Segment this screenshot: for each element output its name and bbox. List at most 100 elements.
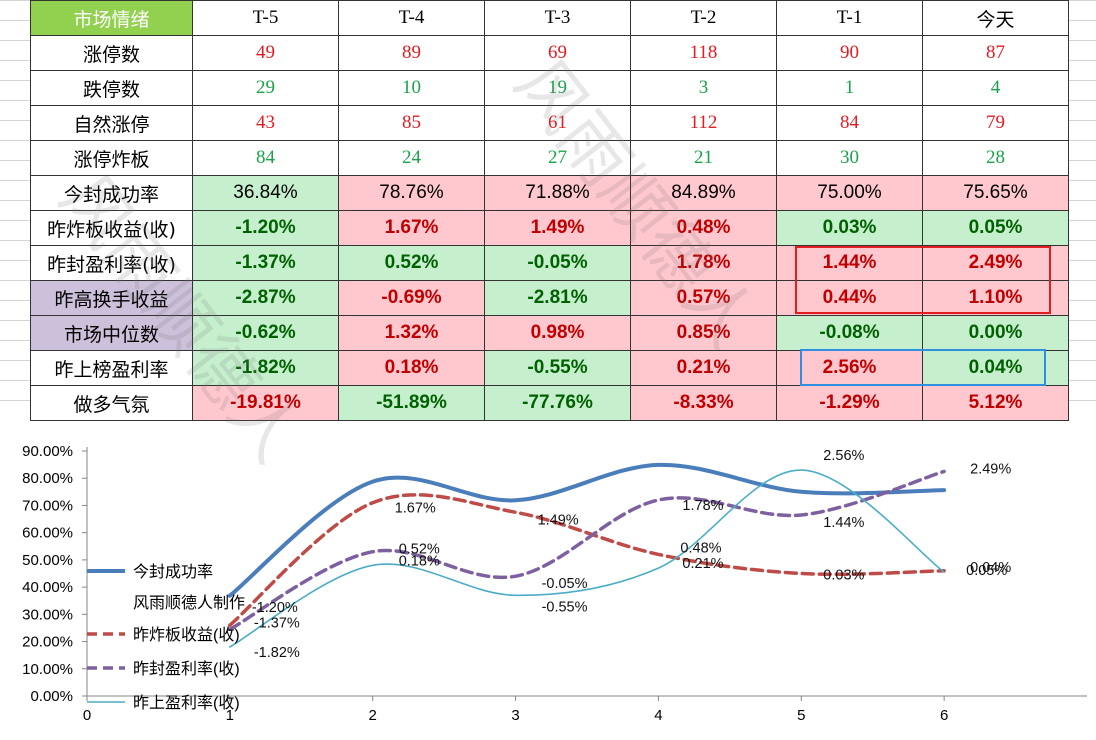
data-label: -1.20% (252, 600, 298, 616)
table-cell: 61 (484, 105, 631, 141)
table-cell: 75.00% (776, 175, 923, 211)
table-cell: -2.87% (192, 280, 339, 316)
table-cell: -1.20% (192, 210, 339, 246)
series-line-0 (227, 462, 947, 598)
table-cell: -0.62% (192, 315, 339, 351)
column-header: T-5 (192, 0, 339, 36)
table-row: 今封成功率 36.84% 78.76% 71.88% 84.89% 75.00% 75.65… (30, 175, 1069, 211)
table-cell: -77.76% (484, 385, 631, 421)
chart-annotation: 风雨顺德人制作 (133, 594, 245, 612)
data-label: 0.48% (680, 540, 721, 556)
table-row: 涨停炸板 84 24 27 21 30 28 (30, 140, 1069, 176)
y-tick-label: 20.00% (22, 634, 73, 651)
table-header-row: 市场情绪 T-5 T-4 T-3 T-2 T-1 今天 (30, 0, 1069, 36)
table-row: 跌停数 29 10 19 3 1 4 (30, 70, 1069, 106)
table-cell: 0.04% (922, 350, 1069, 386)
data-label: -1.37% (254, 615, 300, 631)
table-cell: 0.44% (776, 280, 923, 316)
table-cell: 84 (192, 140, 339, 176)
table-cell: 36.84% (192, 175, 339, 211)
table-cell: -0.05% (484, 245, 631, 281)
column-header: T-4 (338, 0, 485, 36)
table-cell: 0.18% (338, 350, 485, 386)
table-cell: 89 (338, 35, 485, 71)
series-line-2 (228, 469, 946, 632)
data-label: 1.67% (395, 501, 436, 517)
legend-entry: 今封成功率 (133, 563, 213, 581)
table-cell: 28 (922, 140, 1069, 176)
table-cell: -0.08% (776, 315, 923, 351)
table-cell: 0.98% (484, 315, 631, 351)
table-cell: 71.88% (484, 175, 631, 211)
data-label: -1.82% (254, 645, 300, 661)
table-cell: 10 (338, 70, 485, 106)
data-label: 0.04% (970, 560, 1011, 576)
row-label: 跌停数 (30, 70, 193, 106)
y-tick-label: 50.00% (22, 552, 73, 569)
legend-entry: 昨封盈利率(收) (133, 660, 240, 678)
table-cell: 75.65% (922, 175, 1069, 211)
data-label: 1.78% (682, 498, 723, 514)
x-tick-label: 2 (369, 707, 377, 724)
table-cell: 1 (776, 70, 923, 106)
table-title-cell: 市场情绪 (30, 0, 193, 36)
column-header: T-1 (776, 0, 923, 36)
table-cell: 84 (776, 105, 923, 141)
table-cell: 0.21% (630, 350, 777, 386)
x-tick-label: 4 (654, 707, 662, 724)
table-cell: 69 (484, 35, 631, 71)
table-cell: -8.33% (630, 385, 777, 421)
table-cell: 24 (338, 140, 485, 176)
series-line-1 (228, 493, 946, 627)
row-label: 涨停数 (30, 35, 193, 71)
table-cell: 78.76% (338, 175, 485, 211)
y-tick-label: 60.00% (22, 525, 73, 542)
table-cell: 21 (630, 140, 777, 176)
legend-entry: 昨上盈利率(收) (133, 694, 240, 712)
table-row: 昨上榜盈利率 -1.82% 0.18% -0.55% 0.21% 2.56% 0.04% (30, 350, 1069, 386)
table-row: 涨停数 49 89 69 118 90 87 (30, 35, 1069, 71)
data-label: 0.52% (399, 542, 440, 558)
table-cell: 0.85% (630, 315, 777, 351)
table-cell: -19.81% (192, 385, 339, 421)
table-cell: 1.49% (484, 210, 631, 246)
table-row: 自然涨停 43 85 61 112 84 79 (30, 105, 1069, 141)
table-row: 市场中位数 -0.62% 1.32% 0.98% 0.85% -0.08% 0.00% (30, 315, 1069, 351)
column-header: T-2 (630, 0, 777, 36)
y-tick-label: 0.00% (30, 688, 73, 705)
line-chart: 0.00% 10.00% 20.00% 30.00% 40.00% 50.00% 60.00… (22, 443, 1087, 724)
legend-entry: 昨炸板收益(收) (133, 626, 240, 644)
table-cell: -1.29% (776, 385, 923, 421)
table-cell: 1.44% (776, 245, 923, 281)
table-cell: 1.10% (922, 280, 1069, 316)
table-cell: 4 (922, 70, 1069, 106)
data-label: 1.49% (538, 512, 579, 528)
row-label: 昨高换手收益 (30, 280, 193, 316)
table-cell: 1.32% (338, 315, 485, 351)
chart-series (227, 462, 947, 648)
data-label: 2.56% (823, 448, 864, 464)
data-label: 0.03% (823, 568, 864, 584)
table-cell: 87 (922, 35, 1069, 71)
data-label: 0.18% (399, 553, 440, 569)
y-tick-label: 70.00% (22, 497, 73, 514)
table-cell: 43 (192, 105, 339, 141)
table-row: 昨炸板收益(收) -1.20% 1.67% 1.49% 0.48% 0.03% 0.05% (30, 210, 1069, 246)
table-cell: 118 (630, 35, 777, 71)
series-line-3 (229, 469, 945, 648)
row-label: 涨停炸板 (30, 140, 193, 176)
x-tick-label: 6 (940, 707, 948, 724)
table-cell: 0.57% (630, 280, 777, 316)
data-label: 2.49% (970, 461, 1011, 477)
y-tick-label: 10.00% (22, 661, 73, 678)
table-cell: 1.78% (630, 245, 777, 281)
data-label: 0.21% (682, 556, 723, 572)
table-cell: 84.89% (630, 175, 777, 211)
market-sentiment-table: 市场情绪 T-5 T-4 T-3 T-2 T-1 今天 涨停数 49 89 69 118 90 87 跌停数… (30, 0, 1069, 421)
table-cell: 90 (776, 35, 923, 71)
table-cell: -1.37% (192, 245, 339, 281)
row-label: 自然涨停 (30, 105, 193, 141)
y-tick-label: 40.00% (22, 579, 73, 596)
table-cell: 1.67% (338, 210, 485, 246)
